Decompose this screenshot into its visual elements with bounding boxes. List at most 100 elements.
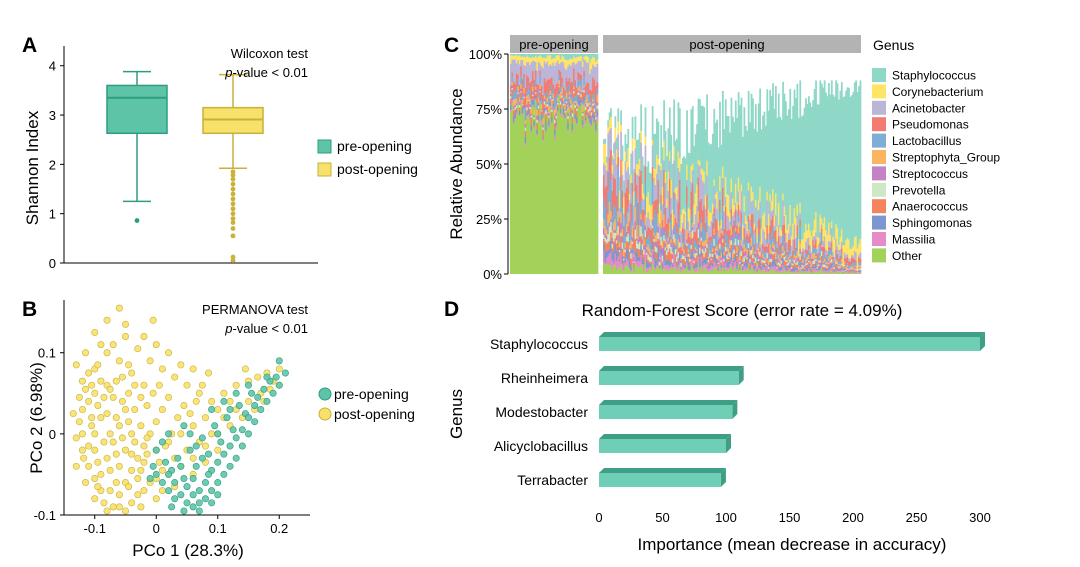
abundance-segment-streptophyta_group <box>621 229 624 237</box>
abundance-segment-staphylococcus <box>796 83 799 205</box>
abundance-segment-staphylococcus <box>576 54 578 58</box>
abundance-segment-anaerococcus <box>840 265 843 269</box>
abundance-segment-corynebacterium <box>760 228 763 245</box>
abundance-segment-lactobacillus <box>520 76 523 85</box>
abundance-segment-streptophyta_group <box>717 255 720 261</box>
abundance-segment-massilia <box>770 266 773 270</box>
abundance-segment-streptophyta_group <box>729 240 731 248</box>
abundance-segment-pseudomonas <box>542 94 545 115</box>
abundance-segment-pseudomonas <box>562 87 565 95</box>
abundance-segment-acinetobacter <box>742 239 744 248</box>
abundance-segment-streptophyta_group <box>689 254 691 258</box>
abundance-segment-prevotella <box>610 222 612 233</box>
abundance-segment-other <box>806 273 809 274</box>
abundance-segment-corynebacterium <box>681 209 684 223</box>
abundance-segment-lactobacillus <box>701 227 704 242</box>
abundance-segment-corynebacterium <box>776 226 779 242</box>
abundance-segment-corynebacterium <box>581 61 584 67</box>
abundance-segment-sphingomonas <box>663 247 665 262</box>
abundance-segment-pseudomonas <box>782 224 784 234</box>
panel-b-points <box>69 304 289 515</box>
abundance-segment-other <box>816 271 819 274</box>
point-post-opening <box>134 474 142 482</box>
outlier-point <box>230 172 236 178</box>
abundance-segment-streptophyta_group <box>554 109 556 116</box>
outlier-point <box>230 258 236 263</box>
abundance-segment-lactobacillus <box>581 100 584 105</box>
abundance-segment-corynebacterium <box>742 224 744 240</box>
abundance-segment-lactobacillus <box>805 253 807 260</box>
abundance-segment-streptophyta_group <box>623 248 625 257</box>
abundance-segment-massilia <box>828 270 830 274</box>
point-post-opening <box>208 397 216 405</box>
abundance-segment-sphingomonas <box>783 265 786 267</box>
legend-label-prevotella: Prevotella <box>892 183 946 197</box>
p-symbol: p <box>224 65 232 80</box>
abundance-segment-other <box>614 264 617 274</box>
abundance-segment-streptococcus <box>647 251 650 255</box>
abundance-segment-massilia <box>681 265 684 271</box>
abundance-segment-pseudomonas <box>627 179 630 208</box>
abundance-segment-massilia <box>853 271 856 274</box>
abundance-segment-other <box>759 270 762 274</box>
abundance-segment-corynebacterium <box>823 217 826 237</box>
abundance-segment-sphingomonas <box>603 243 605 252</box>
abundance-segment-massilia <box>621 263 624 270</box>
abundance-segment-corynebacterium <box>855 236 858 253</box>
abundance-segment-streptococcus <box>806 260 809 264</box>
abundance-segment-lactobacillus <box>673 199 676 215</box>
abundance-segment-pseudomonas <box>558 69 561 75</box>
abundance-segment-streptophyta_group <box>596 94 599 103</box>
abundance-segment-anaerococcus <box>694 257 697 265</box>
panel-a-y-axis-label: Shannon Index <box>23 110 42 225</box>
abundance-segment-streptococcus <box>719 237 721 244</box>
abundance-segment-staphylococcus <box>596 54 599 60</box>
abundance-segment-sphingomonas <box>631 249 634 254</box>
abundance-segment-acinetobacter <box>749 219 751 234</box>
abundance-segment-sphingomonas <box>689 265 691 271</box>
bar-top-face <box>599 400 738 405</box>
abundance-segment-sphingomonas <box>832 270 835 272</box>
abundance-segment-pseudomonas <box>681 227 684 234</box>
abundance-segment-corynebacterium <box>830 221 833 229</box>
abundance-segment-lactobacillus <box>627 207 630 213</box>
abundance-segment-lactobacillus <box>711 236 714 249</box>
x-tick-label: 0 <box>153 521 160 536</box>
abundance-segment-lactobacillus <box>533 99 536 108</box>
abundance-segment-streptococcus <box>641 239 644 245</box>
abundance-segment-corynebacterium <box>727 195 730 217</box>
abundance-segment-anaerococcus <box>699 253 701 258</box>
abundance-segment-corynebacterium <box>729 212 731 222</box>
abundance-segment-corynebacterium <box>797 239 800 256</box>
abundance-segment-other <box>783 268 786 274</box>
abundance-segment-other <box>704 268 707 274</box>
abundance-segment-other <box>562 117 565 274</box>
abundance-segment-staphylococcus <box>849 96 852 250</box>
abundance-segment-other <box>710 269 713 274</box>
abundance-segment-acinetobacter <box>631 151 634 184</box>
abundance-segment-lactobacillus <box>693 241 696 253</box>
abundance-segment-acinetobacter <box>723 211 726 229</box>
abundance-segment-prevotella <box>574 105 577 108</box>
abundance-segment-streptococcus <box>853 266 856 269</box>
abundance-segment-pseudomonas <box>559 71 562 88</box>
abundance-segment-acinetobacter <box>512 59 515 82</box>
abundance-segment-anaerococcus <box>667 251 670 260</box>
abundance-segment-lactobacillus <box>621 208 624 230</box>
abundance-segment-prevotella <box>743 256 746 262</box>
abundance-segment-prevotella <box>843 264 846 267</box>
abundance-segment-prevotella <box>739 261 741 264</box>
point-post-opening <box>125 361 133 369</box>
legend-label-post: post-opening <box>334 406 415 422</box>
abundance-segment-acinetobacter <box>753 229 756 245</box>
abundance-segment-anaerococcus <box>739 263 741 268</box>
abundance-segment-other <box>836 271 839 274</box>
abundance-segment-staphylococcus <box>842 97 845 246</box>
abundance-segment-streptophyta_group <box>523 88 526 94</box>
abundance-segment-lactobacillus <box>743 238 746 245</box>
abundance-segment-corynebacterium <box>646 196 648 218</box>
abundance-segment-streptophyta_group <box>647 244 650 252</box>
abundance-segment-massilia <box>704 264 707 269</box>
abundance-segment-streptophyta_group <box>795 256 797 261</box>
abundance-segment-anaerococcus <box>753 263 756 266</box>
